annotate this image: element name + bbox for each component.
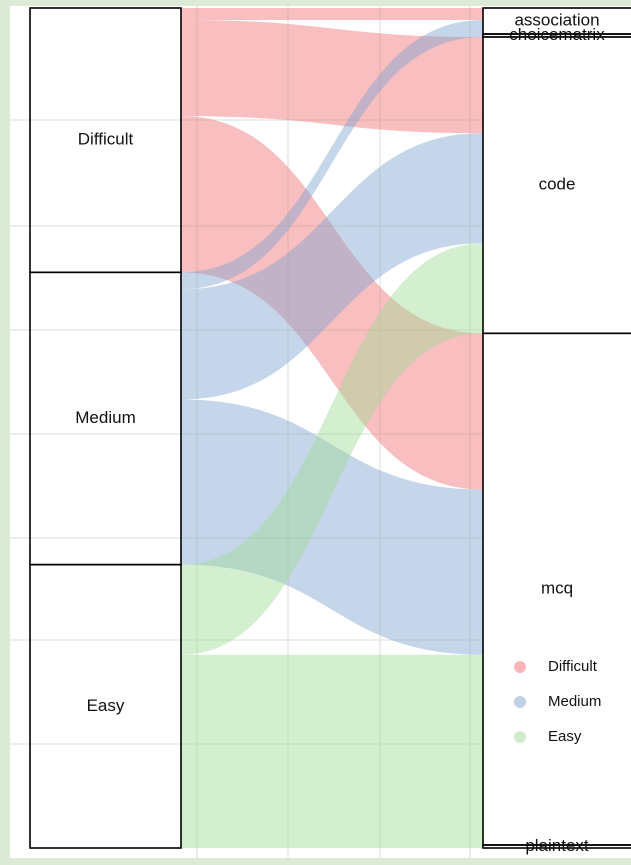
target-label: association [514, 10, 599, 29]
target-node [482, 7, 631, 35]
legend-label: Difficult [548, 658, 598, 675]
target-label: code [539, 175, 576, 194]
target-label: choicematrix [509, 25, 605, 44]
flows [181, 8, 483, 848]
source-label: Difficult [78, 130, 134, 149]
flow [181, 34, 483, 290]
legend-label: Easy [548, 728, 582, 745]
flow [181, 243, 483, 655]
legend-swatch [514, 731, 526, 743]
source-label: Easy [87, 696, 125, 715]
target-label: plaintext [525, 836, 589, 855]
legend: Difficult Medium Easy [514, 658, 601, 745]
flow [181, 8, 483, 21]
flow [181, 654, 483, 845]
legend-label: Medium [548, 693, 601, 710]
flow [181, 133, 483, 400]
nodes: Difficult Medium Easy associationchoicematr… [29, 7, 631, 855]
flow [181, 20, 483, 287]
flow [181, 399, 483, 655]
flow [181, 844, 483, 848]
flow [181, 116, 483, 490]
target-node [482, 36, 631, 335]
legend-swatch [514, 696, 526, 708]
flow [181, 20, 483, 134]
target-label: mcq [541, 579, 573, 598]
source-node [29, 563, 182, 849]
legend-swatch [514, 661, 526, 673]
target-node [482, 332, 631, 846]
source-label: Medium [75, 408, 135, 427]
target-node [482, 844, 631, 849]
